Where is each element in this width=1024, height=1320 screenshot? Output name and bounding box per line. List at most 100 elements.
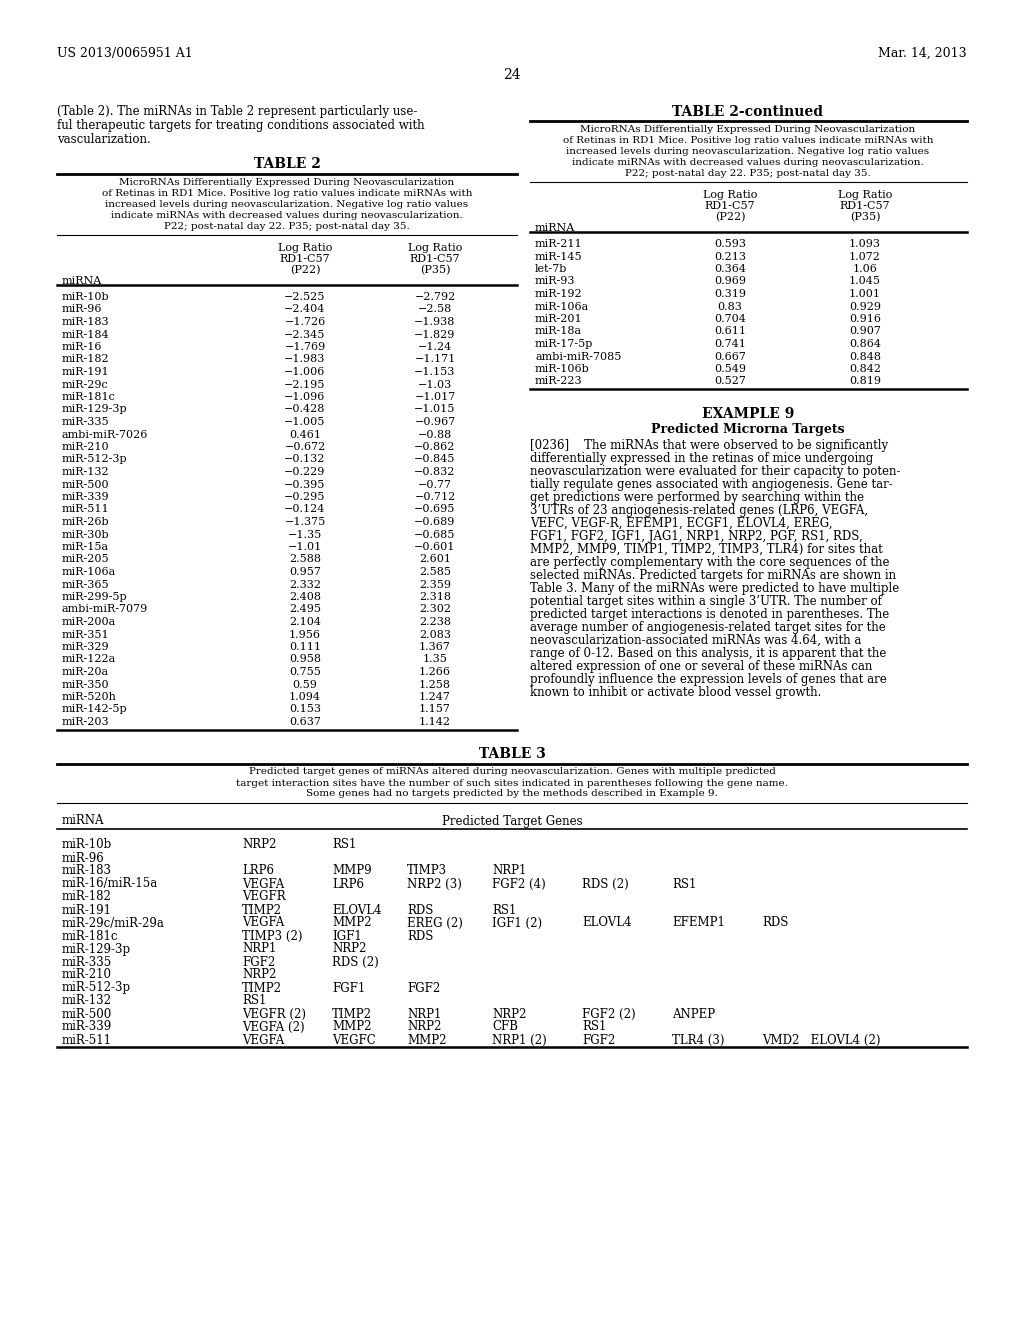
- Text: −1.726: −1.726: [285, 317, 326, 327]
- Text: −0.229: −0.229: [285, 467, 326, 477]
- Text: TIMP3 (2): TIMP3 (2): [242, 929, 302, 942]
- Text: miR-182: miR-182: [62, 891, 112, 903]
- Text: miR-129-3p: miR-129-3p: [62, 942, 131, 956]
- Text: miR-339: miR-339: [62, 492, 110, 502]
- Text: 0.958: 0.958: [289, 655, 321, 664]
- Text: neovascularization-associated miRNAs was 4.64, with a: neovascularization-associated miRNAs was…: [530, 634, 861, 647]
- Text: miR-210: miR-210: [62, 442, 110, 451]
- Text: FGF2 (4): FGF2 (4): [492, 878, 546, 891]
- Text: CFB: CFB: [492, 1020, 518, 1034]
- Text: 1.956: 1.956: [289, 630, 321, 639]
- Text: −0.685: −0.685: [415, 529, 456, 540]
- Text: NRP2: NRP2: [407, 1020, 441, 1034]
- Text: 0.969: 0.969: [714, 276, 746, 286]
- Text: neovascularization were evaluated for their capacity to poten-: neovascularization were evaluated for th…: [530, 465, 900, 478]
- Text: miR-10b: miR-10b: [62, 838, 113, 851]
- Text: 0.319: 0.319: [714, 289, 746, 300]
- Text: IGF1: IGF1: [332, 929, 361, 942]
- Text: TABLE 2: TABLE 2: [254, 157, 321, 172]
- Text: differentially expressed in the retinas of mice undergoing: differentially expressed in the retinas …: [530, 451, 873, 465]
- Text: VEGFC: VEGFC: [332, 1034, 376, 1047]
- Text: miR-210: miR-210: [62, 969, 112, 982]
- Text: −1.938: −1.938: [415, 317, 456, 327]
- Text: RDS: RDS: [407, 903, 433, 916]
- Text: −0.845: −0.845: [415, 454, 456, 465]
- Text: miR-500: miR-500: [62, 479, 110, 490]
- Text: miR-205: miR-205: [62, 554, 110, 565]
- Text: 2.104: 2.104: [289, 616, 321, 627]
- Text: NRP2 (3): NRP2 (3): [407, 878, 462, 891]
- Text: RS1: RS1: [492, 903, 516, 916]
- Text: VEFC, VEGF-R, EFEMP1, ECGF1, ELOVL4, EREG,: VEFC, VEGF-R, EFEMP1, ECGF1, ELOVL4, ERE…: [530, 517, 833, 531]
- Text: get predictions were performed by searching within the: get predictions were performed by search…: [530, 491, 864, 504]
- Text: miR-181c: miR-181c: [62, 392, 116, 403]
- Text: ANPEP: ANPEP: [672, 1007, 715, 1020]
- Text: RDS: RDS: [407, 929, 433, 942]
- Text: miR-106a: miR-106a: [535, 301, 589, 312]
- Text: FGF1: FGF1: [332, 982, 366, 994]
- Text: indicate miRNAs with decreased values during neovascularization.: indicate miRNAs with decreased values du…: [112, 211, 463, 220]
- Text: 0.111: 0.111: [289, 642, 321, 652]
- Text: altered expression of one or several of these miRNAs can: altered expression of one or several of …: [530, 660, 872, 673]
- Text: miR-132: miR-132: [62, 994, 112, 1007]
- Text: 2.238: 2.238: [419, 616, 451, 627]
- Text: −0.712: −0.712: [415, 492, 456, 502]
- Text: Table 3. Many of the miRNAs were predicted to have multiple: Table 3. Many of the miRNAs were predict…: [530, 582, 899, 595]
- Text: P22; post-natal day 22. P35; post-natal day 35.: P22; post-natal day 22. P35; post-natal …: [625, 169, 870, 178]
- Text: range of 0-12. Based on this analysis, it is apparent that the: range of 0-12. Based on this analysis, i…: [530, 647, 887, 660]
- Text: miR-211: miR-211: [535, 239, 583, 249]
- Text: RS1: RS1: [242, 994, 266, 1007]
- Text: −1.769: −1.769: [285, 342, 326, 352]
- Text: −0.88: −0.88: [418, 429, 453, 440]
- Text: 1.258: 1.258: [419, 680, 451, 689]
- Text: 1.072: 1.072: [849, 252, 881, 261]
- Text: (P35): (P35): [420, 265, 451, 276]
- Text: −1.015: −1.015: [415, 404, 456, 414]
- Text: miR-299-5p: miR-299-5p: [62, 591, 128, 602]
- Text: P22; post-natal day 22. P35; post-natal day 35.: P22; post-natal day 22. P35; post-natal …: [164, 222, 410, 231]
- Text: miR-512-3p: miR-512-3p: [62, 982, 131, 994]
- Text: −0.428: −0.428: [285, 404, 326, 414]
- Text: RD1-C57: RD1-C57: [705, 201, 756, 211]
- Text: miR-200a: miR-200a: [62, 616, 117, 627]
- Text: −0.124: −0.124: [285, 504, 326, 515]
- Text: FGF2 (2): FGF2 (2): [582, 1007, 636, 1020]
- Text: Some genes had no targets predicted by the methods described in Example 9.: Some genes had no targets predicted by t…: [306, 789, 718, 799]
- Text: 0.864: 0.864: [849, 339, 881, 348]
- Text: TIMP3: TIMP3: [407, 865, 447, 878]
- Text: ELOVL4: ELOVL4: [332, 903, 382, 916]
- Text: 2.495: 2.495: [289, 605, 321, 615]
- Text: miRNA: miRNA: [62, 814, 104, 828]
- Text: −1.03: −1.03: [418, 380, 453, 389]
- Text: miR-351: miR-351: [62, 630, 110, 639]
- Text: of Retinas in RD1 Mice. Positive log ratio values indicate miRNAs with: of Retinas in RD1 Mice. Positive log rat…: [101, 189, 472, 198]
- Text: Log Ratio: Log Ratio: [702, 190, 757, 201]
- Text: 0.83: 0.83: [718, 301, 742, 312]
- Text: increased levels during neovascularization. Negative log ratio values: increased levels during neovascularizati…: [566, 147, 930, 156]
- Text: 0.461: 0.461: [289, 429, 321, 440]
- Text: RD1-C57: RD1-C57: [410, 253, 461, 264]
- Text: miR-191: miR-191: [62, 367, 110, 378]
- Text: miR-16: miR-16: [62, 342, 102, 352]
- Text: −1.983: −1.983: [285, 355, 326, 364]
- Text: 0.527: 0.527: [714, 376, 745, 387]
- Text: Log Ratio: Log Ratio: [408, 243, 462, 253]
- Text: 2.359: 2.359: [419, 579, 451, 590]
- Text: 2.083: 2.083: [419, 630, 451, 639]
- Text: are perfectly complementary with the core sequences of the: are perfectly complementary with the cor…: [530, 556, 890, 569]
- Text: 0.593: 0.593: [714, 239, 746, 249]
- Text: miR-201: miR-201: [535, 314, 583, 323]
- Text: TIMP2: TIMP2: [242, 982, 282, 994]
- Text: −0.862: −0.862: [415, 442, 456, 451]
- Text: miR-26b: miR-26b: [62, 517, 110, 527]
- Text: miR-500: miR-500: [62, 1007, 113, 1020]
- Text: increased levels during neovascularization. Negative log ratio values: increased levels during neovascularizati…: [105, 201, 469, 209]
- Text: −1.005: −1.005: [285, 417, 326, 426]
- Text: Log Ratio: Log Ratio: [278, 243, 332, 253]
- Text: VEGFA: VEGFA: [242, 1034, 285, 1047]
- Text: VEGFA (2): VEGFA (2): [242, 1020, 304, 1034]
- Text: US 2013/0065951 A1: US 2013/0065951 A1: [57, 48, 193, 59]
- Text: NRP2: NRP2: [492, 1007, 526, 1020]
- Text: −0.832: −0.832: [415, 467, 456, 477]
- Text: 24: 24: [503, 69, 521, 82]
